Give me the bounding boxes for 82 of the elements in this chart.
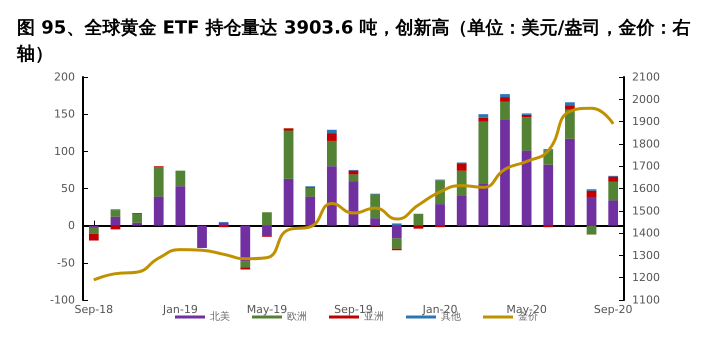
y-tick-label: 200 <box>54 70 75 84</box>
bar <box>500 119 510 226</box>
y-tick-label: -100 <box>50 294 75 306</box>
bar <box>88 234 99 241</box>
bar <box>284 128 294 131</box>
bar <box>132 222 142 226</box>
bar <box>348 181 358 226</box>
bar <box>262 226 272 236</box>
bar <box>348 174 358 182</box>
bar <box>326 130 337 134</box>
bar <box>348 170 358 174</box>
bar <box>456 163 467 171</box>
bar <box>435 204 445 226</box>
bar <box>305 196 316 226</box>
y2-tick-label: 1600 <box>632 182 660 195</box>
line-series <box>92 106 615 282</box>
x-tick-label: Sep-20 <box>594 303 633 316</box>
y2-tick-label: 1100 <box>632 294 660 306</box>
y2-tick-label: 2000 <box>632 92 660 106</box>
bar <box>478 184 488 226</box>
y2-tick-label: 1400 <box>632 226 660 240</box>
legend-label: 欧洲 <box>287 310 307 322</box>
y-tick-label: 0 <box>68 219 75 232</box>
chart-title: 图 95、全球黄金 ETF 持仓量达 3903.6 吨，创新高（单位：美元/盎司，金价：右轴） <box>16 18 690 64</box>
bar <box>110 216 120 226</box>
bar <box>543 164 554 226</box>
y2-tick-label: 1900 <box>632 115 660 128</box>
y2-tick-label: 1700 <box>632 160 660 173</box>
bar <box>456 195 467 226</box>
bar <box>240 261 250 268</box>
bar <box>414 226 424 229</box>
bar <box>522 117 532 151</box>
x-tick-label: May-19 <box>246 303 288 316</box>
bar <box>197 226 207 248</box>
y2-tick-label: 1200 <box>632 271 660 284</box>
y-tick-label: 150 <box>54 108 75 121</box>
bar <box>218 222 229 226</box>
bar <box>608 182 618 200</box>
bar <box>132 214 142 223</box>
y-tick-label: -50 <box>57 256 75 270</box>
y2-tick-label: 2100 <box>632 70 660 84</box>
bar <box>608 200 618 226</box>
bar <box>414 214 424 226</box>
bar <box>284 178 294 226</box>
bar <box>392 238 402 249</box>
bar <box>326 140 337 166</box>
bar <box>305 188 316 197</box>
bar <box>500 97 510 102</box>
bar <box>370 218 380 226</box>
x-tick-label: Jan-19 <box>162 303 198 316</box>
bar <box>154 196 164 226</box>
bar <box>608 176 618 182</box>
bar <box>586 197 596 226</box>
bar <box>326 166 337 226</box>
bar <box>262 212 272 226</box>
legend-label: 北美 <box>210 310 230 322</box>
bar <box>522 150 532 226</box>
bar <box>176 170 186 186</box>
bar <box>284 130 294 179</box>
bar <box>500 102 510 120</box>
bar <box>478 118 488 122</box>
bar <box>565 105 575 110</box>
bar <box>88 228 99 234</box>
y2-tick-label: 1500 <box>632 204 660 218</box>
bar <box>586 226 596 235</box>
x-tick-label: Sep-18 <box>74 303 114 316</box>
bar <box>110 210 120 217</box>
bar <box>176 186 186 226</box>
bar <box>110 226 120 230</box>
bar <box>586 190 596 198</box>
bar <box>154 166 164 197</box>
bar <box>500 94 510 98</box>
bar <box>326 133 337 141</box>
y-tick-label: 100 <box>54 144 75 158</box>
bar <box>240 226 250 262</box>
y2-tick-label: 1300 <box>632 248 660 262</box>
bar <box>565 138 575 226</box>
y2-tick-label: 1800 <box>632 137 660 150</box>
bar <box>478 114 488 118</box>
bar <box>478 122 488 184</box>
bar <box>392 226 402 238</box>
y-tick-label: 50 <box>61 182 75 195</box>
